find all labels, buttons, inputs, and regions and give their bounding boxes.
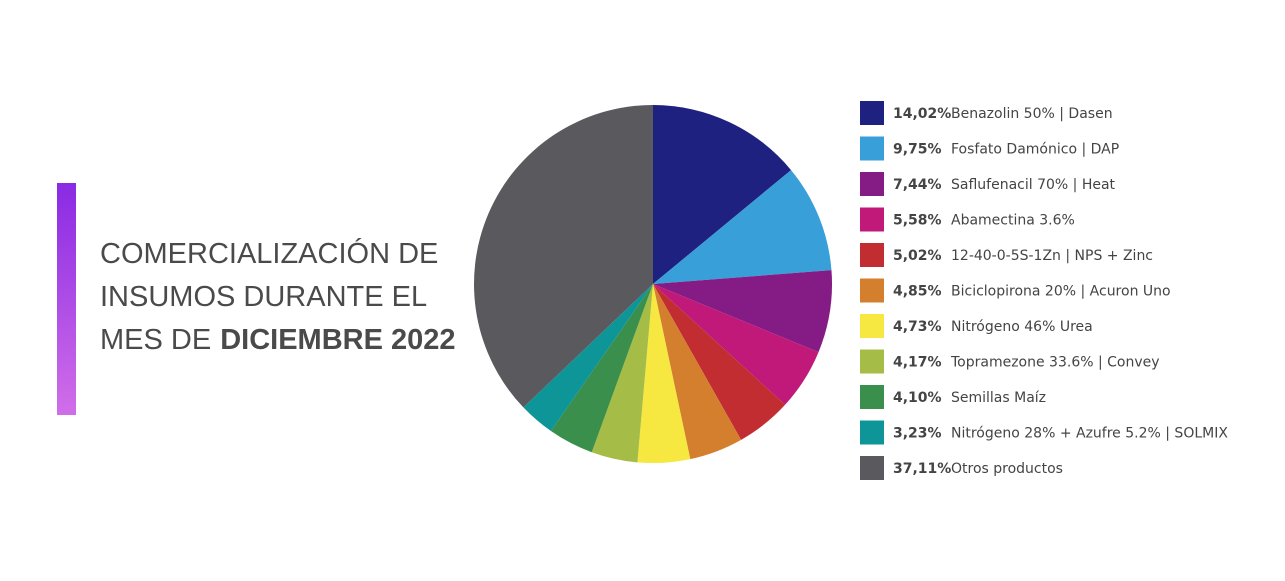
legend-value: 5,58% [893,213,942,229]
legend-label: Nitrógeno 28% + Azufre 5.2% | SOLMIX [951,426,1228,442]
pie-slice [473,105,653,408]
legend-label: Benazolin 50% | Dasen [951,106,1113,122]
pie-slice [653,105,792,284]
legend-value: 4,10% [893,390,942,406]
legend-label: Biciclopirona 20% | Acuron Uno [951,284,1171,300]
chart-title: INSUMOS DURANTE EL [100,281,427,313]
accent-bar [57,183,76,415]
pie-slice [591,284,653,463]
legend-label: Nitrógeno 46% Urea [951,319,1093,335]
legend-label: Semillas Maíz [951,390,1046,406]
legend-swatch [860,456,884,480]
legend-value: 3,23% [893,426,942,442]
pie-slice [637,284,691,463]
legend-label: Abamectina 3.6% [951,213,1075,229]
pie-slice [653,270,832,353]
legend-label: 12-40-0-5S-1Zn | NPS + Zinc [951,248,1153,264]
legend-label: Otros productos [951,461,1063,477]
legend-value: 4,85% [893,284,942,300]
chart-title: MES DE [100,324,211,356]
legend-swatch [860,136,884,161]
pie-slice [550,284,653,453]
legend-value: 37,11% [893,461,951,477]
pie-slice [653,284,819,405]
legend-label: Saflufenacil 70% | Heat [951,177,1116,193]
legend-swatch [860,349,884,374]
legend-value: 9,75% [893,142,942,158]
pie-slice [653,284,786,440]
chart-title-bold: DICIEMBRE 2022 [220,324,455,356]
legend-label: Fosfato Damónico | DAP [951,142,1119,158]
legend-value: 7,44% [893,177,942,193]
legend-swatch [860,420,884,445]
legend-value: 14,02% [893,106,951,122]
legend-swatch [860,385,884,409]
legend-label: Topramezone 33.6% | Convey [950,355,1160,371]
chart-title: MES DE DICIEMBRE 2022 [100,324,456,356]
legend-swatch [860,243,884,267]
pie-slice [653,170,832,284]
pie-slice [653,284,742,460]
legend-swatch [860,101,884,125]
legend-swatch [860,207,884,232]
chart-title: COMERCIALIZACIÓN DE [100,237,438,270]
legend-value: 5,02% [893,248,942,264]
legend-swatch [860,172,884,196]
legend-value: 4,17% [893,355,942,371]
pie-slice [523,284,653,432]
legend-swatch [860,278,884,303]
legend-swatch [860,314,884,338]
legend-value: 4,73% [893,319,942,335]
